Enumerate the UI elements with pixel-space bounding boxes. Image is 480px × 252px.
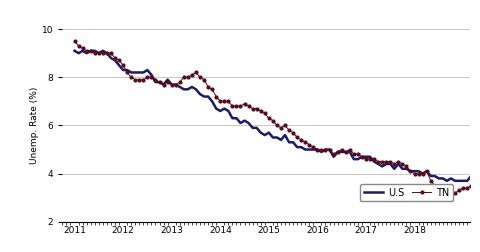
TN	[416, 172, 421, 175]
TN	[72, 40, 77, 43]
U.S	[72, 49, 77, 52]
Legend: U.S, TN: U.S, TN	[360, 184, 453, 202]
Text: NOVEMBER 2018 TENNESSEE AND UNITED STATES UNEMPLOYMENT RATES: NOVEMBER 2018 TENNESSEE AND UNITED STATE…	[66, 13, 415, 22]
U.S	[116, 64, 122, 67]
TN	[141, 78, 146, 81]
TN	[440, 191, 446, 194]
U.S	[448, 177, 454, 180]
TN	[116, 59, 122, 62]
U.S	[141, 71, 146, 74]
TN	[274, 124, 280, 127]
Y-axis label: Unemp. Rate (%): Unemp. Rate (%)	[30, 87, 39, 164]
U.S	[274, 136, 280, 139]
TN	[448, 191, 454, 194]
U.S	[444, 179, 450, 182]
U.S	[416, 170, 421, 173]
Line: TN: TN	[73, 40, 480, 194]
Line: U.S: U.S	[74, 51, 480, 181]
